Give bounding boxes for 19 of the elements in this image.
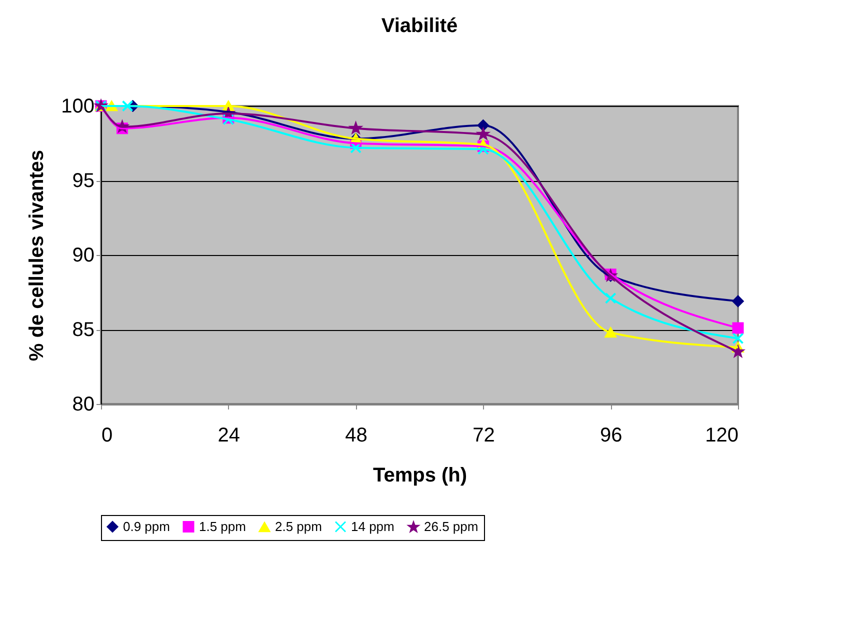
y-tick-label: 100 — [61, 96, 94, 118]
legend-label: 26.5 ppm — [424, 519, 478, 534]
x-tick-label: 0 — [102, 424, 113, 446]
legend-label: 14 ppm — [351, 518, 394, 534]
x-tick-label: 72 — [472, 424, 495, 446]
x-tick-label: 120 — [705, 424, 738, 446]
legend-label: 0.9 ppm — [123, 518, 170, 534]
x-tick-label: 48 — [345, 424, 368, 446]
chart-title: Viabilité — [381, 15, 458, 37]
legend-label: 1.5 ppm — [199, 518, 246, 534]
y-tick-label: 85 — [72, 319, 94, 341]
x-axis-title: Temps (h) — [372, 464, 468, 486]
y-tick-label: 95 — [72, 170, 94, 192]
y-tick-label: 90 — [72, 244, 94, 266]
legend-label: 2.5 ppm — [275, 519, 322, 534]
x-tick-label: 24 — [218, 424, 240, 446]
y-tick-label: 80 — [72, 394, 94, 416]
x-tick-label: 96 — [600, 424, 622, 446]
y-axis-title: % de cellules vivantes — [26, 150, 48, 362]
